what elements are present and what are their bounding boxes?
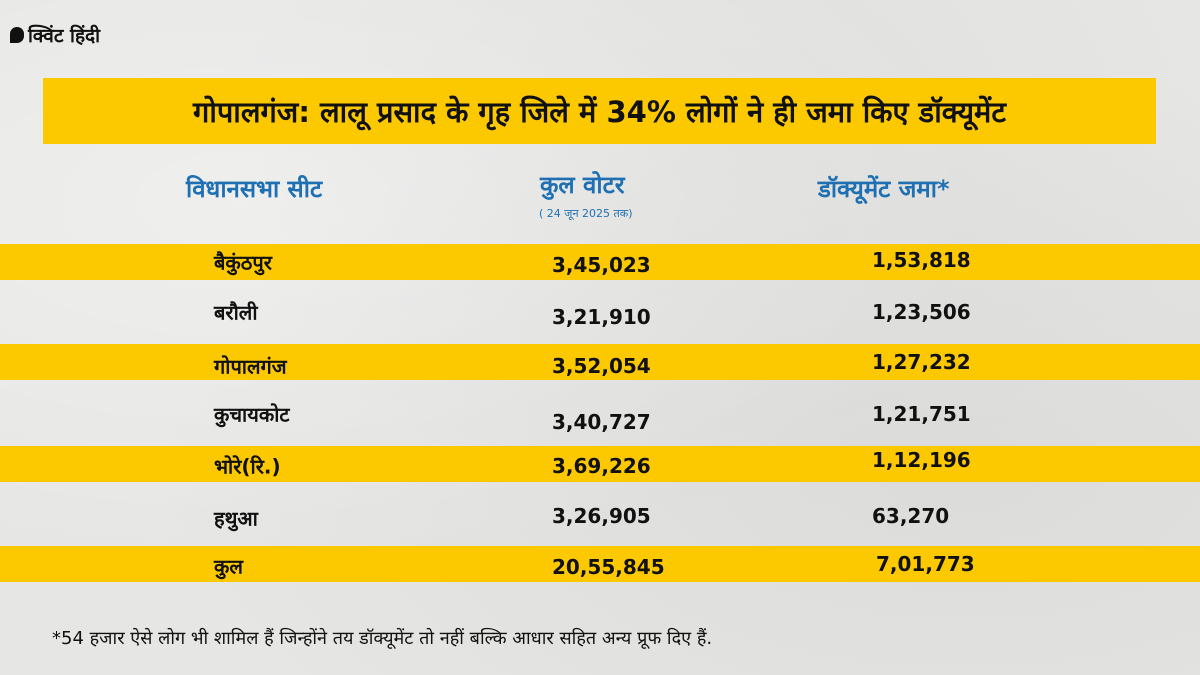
column-header-seat: विधानसभा सीट: [186, 175, 323, 203]
table-row: बरौली 3,21,910 1,23,506: [0, 294, 1200, 330]
row-seat: कुचायकोट: [214, 402, 290, 427]
table-row-total: कुल 20,55,845 7,01,773: [0, 546, 1200, 582]
row-documents: 1,27,232: [872, 350, 971, 374]
row-voters: 3,52,054: [552, 354, 651, 378]
row-seat: भोरे(रि.): [214, 454, 281, 479]
row-voters: 3,69,226: [552, 454, 651, 478]
row-seat: कुल: [214, 554, 243, 579]
table-row: कुचायकोट 3,40,727 1,21,751: [0, 396, 1200, 434]
row-voters: 3,21,910: [552, 305, 651, 329]
brand-logo[interactable]: क्विंट हिंदी: [10, 22, 100, 48]
row-seat: बरौली: [214, 300, 258, 325]
row-voters: 20,55,845: [552, 555, 665, 579]
row-documents: 1,23,506: [872, 300, 971, 324]
row-documents: 7,01,773: [876, 552, 975, 576]
row-documents: 1,53,818: [872, 248, 971, 272]
row-voters: 3,40,727: [552, 410, 651, 434]
row-seat: हथुआ: [214, 506, 258, 531]
row-documents: 1,21,751: [872, 402, 971, 426]
title-banner: गोपालगंज: लालू प्रसाद के गृह जिले में 34…: [43, 78, 1156, 144]
row-seat: गोपालगंज: [214, 354, 287, 379]
row-voters: 3,26,905: [552, 504, 651, 528]
page-title: गोपालगंज: लालू प्रसाद के गृह जिले में 34…: [193, 94, 1006, 129]
row-documents: 63,270: [872, 504, 950, 528]
footnote: *54 हजार ऐसे लोग भी शामिल हैं जिन्होंने …: [52, 628, 713, 649]
table-row: हथुआ 3,26,905 63,270: [0, 496, 1200, 532]
row-voters: 3,45,023: [552, 253, 651, 277]
column-header-voters: कुल वोटर: [540, 171, 625, 199]
table-row: भोरे(रि.) 3,69,226 1,12,196: [0, 446, 1200, 482]
row-documents: 1,12,196: [872, 448, 971, 472]
column-header-documents: डॉक्यूमेंट जमा*: [818, 175, 950, 203]
brand-logo-text: क्विंट हिंदी: [28, 25, 101, 47]
table-row: बैकुंठपुर 3,45,023 1,53,818: [0, 244, 1200, 280]
row-seat: बैकुंठपुर: [214, 250, 272, 275]
quote-logo-icon: [10, 27, 24, 43]
column-header-voters-note: ( 24 जून 2025 तक): [539, 207, 633, 220]
table-row: गोपालगंज 3,52,054 1,27,232: [0, 344, 1200, 380]
